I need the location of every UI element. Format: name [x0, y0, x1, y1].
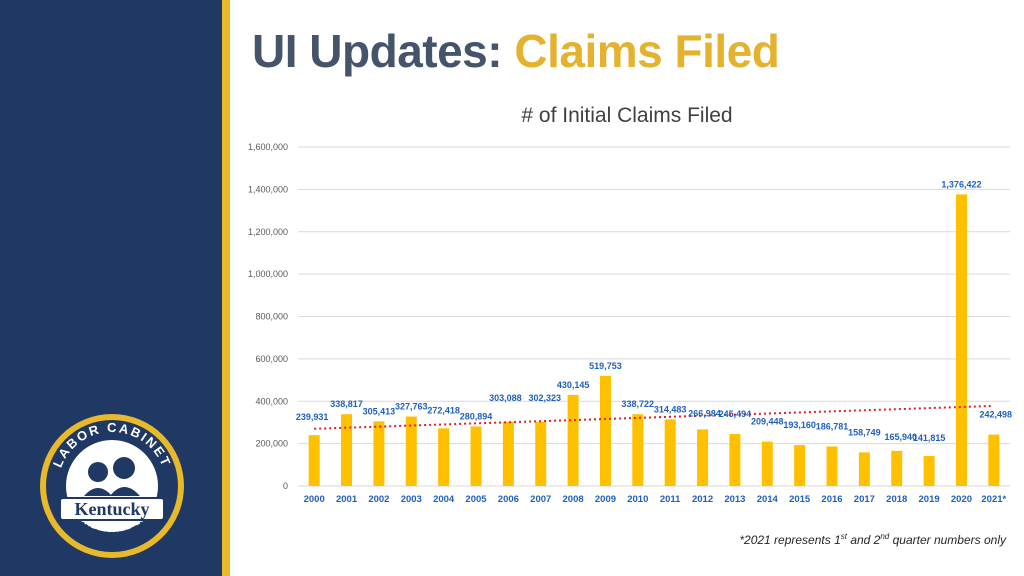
x-tick-label: 2015: [789, 494, 811, 505]
footnote-prefix: *2021 represents 1: [739, 533, 841, 547]
x-tick-label: 2001: [336, 494, 358, 505]
x-tick-label: 2000: [304, 494, 325, 505]
logo-state-name: Kentucky: [74, 499, 149, 519]
y-tick-label: 600,000: [255, 354, 288, 364]
y-tick-label: 1,400,000: [248, 184, 288, 194]
data-label: 239,931: [296, 412, 329, 422]
x-tick-label: 2012: [692, 494, 713, 505]
y-tick-label: 200,000: [255, 439, 288, 449]
x-tick-label: 2020: [951, 494, 972, 505]
bar: [599, 375, 611, 486]
bar: [923, 455, 935, 486]
x-tick-label: 2004: [433, 494, 455, 505]
x-tick-label: 2010: [627, 494, 648, 505]
footnote-sup-second: nd: [880, 532, 890, 541]
bar: [697, 429, 709, 486]
x-tick-label: 2002: [368, 494, 389, 505]
data-label: 245,494: [719, 409, 752, 419]
bar: [308, 435, 320, 486]
data-label: 305,413: [363, 406, 396, 416]
x-tick-label: 2007: [530, 494, 551, 505]
data-label: 303,088: [489, 393, 522, 403]
bar: [729, 433, 741, 486]
data-label: 338,722: [622, 399, 655, 409]
trend-line: [314, 404, 994, 430]
bar: [438, 428, 450, 486]
data-label: 280,894: [460, 411, 493, 421]
y-tick-label: 1,000,000: [248, 269, 288, 279]
data-label: 272,418: [427, 405, 460, 415]
bar: [632, 414, 644, 486]
data-label: 302,323: [528, 393, 561, 403]
sidebar-accent-stripe: [222, 0, 230, 576]
data-label: 158,749: [848, 427, 881, 437]
x-tick-label: 2019: [919, 494, 940, 505]
chart-title: # of Initial Claims Filed: [521, 104, 733, 127]
bar: [405, 416, 417, 486]
data-label: 1,376,422: [941, 179, 981, 189]
x-tick-label: 2016: [821, 494, 842, 505]
y-tick-label: 1,200,000: [248, 227, 288, 237]
x-tick-label: 2018: [886, 494, 907, 505]
footnote-mid: and 2: [846, 533, 881, 547]
x-tick-label: 2017: [854, 494, 875, 505]
claims-bar-chart: 0 200,000 400,000 600,000 800,000 1,000,000 1,…: [248, 142, 1013, 505]
x-tick-label: 2021*: [981, 494, 1006, 505]
x-tick-label: 2013: [724, 494, 745, 505]
x-tick-label: 2005: [465, 494, 487, 505]
bar: [373, 421, 385, 486]
x-tick-label: 2003: [401, 494, 422, 505]
x-tick-label: 2006: [498, 494, 519, 505]
data-label: 314,483: [654, 404, 687, 414]
bar: [470, 426, 482, 486]
y-tick-label: 400,000: [255, 396, 288, 406]
data-label: 519,753: [589, 361, 622, 371]
data-label: 338,817: [330, 399, 363, 409]
x-tick-label: 2009: [595, 494, 616, 505]
data-label: 242,498: [980, 410, 1013, 420]
bar: [567, 394, 579, 486]
bar: [761, 441, 773, 486]
data-label: 430,145: [557, 380, 590, 390]
data-label: 209,448: [751, 417, 784, 427]
x-tick-label: 2011: [660, 494, 681, 505]
data-label: 193,160: [783, 420, 816, 430]
y-tick-label: 0: [283, 481, 288, 491]
bar: [664, 419, 676, 486]
page-title-accent: Claims Filed: [514, 25, 780, 77]
bar: [891, 450, 903, 486]
labor-cabinet-logo: LABOR CABINET ESTABLISHED 1983 Kentucky: [40, 414, 184, 558]
bar: [826, 446, 838, 486]
data-label: 266,984: [688, 408, 721, 418]
bar: [955, 194, 967, 486]
sidebar-panel: LABOR CABINET ESTABLISHED 1983 Kentucky: [0, 0, 222, 576]
x-tick-label: 2014: [757, 494, 779, 505]
data-label: 141,815: [913, 433, 946, 443]
y-tick-label: 1,600,000: [248, 142, 288, 152]
x-tick-label: 2008: [563, 494, 584, 505]
data-label: 165,940: [884, 432, 917, 442]
bar: [535, 421, 547, 486]
page-title: UI Updates: Claims Filed: [252, 24, 780, 78]
footnote-suffix: quarter numbers only: [889, 533, 1006, 547]
footnote: *2021 represents 1st and 2nd quarter num…: [739, 532, 1006, 547]
page-title-main: UI Updates:: [252, 25, 503, 77]
bar: [341, 414, 353, 486]
bar: [502, 421, 514, 486]
data-label: 327,763: [395, 402, 428, 412]
data-label: 186,781: [816, 421, 849, 431]
bar: [858, 452, 870, 486]
bar: [988, 434, 1000, 486]
y-tick-label: 800,000: [255, 312, 288, 322]
bar: [794, 445, 806, 486]
footnote-sup-first: st: [840, 532, 847, 541]
